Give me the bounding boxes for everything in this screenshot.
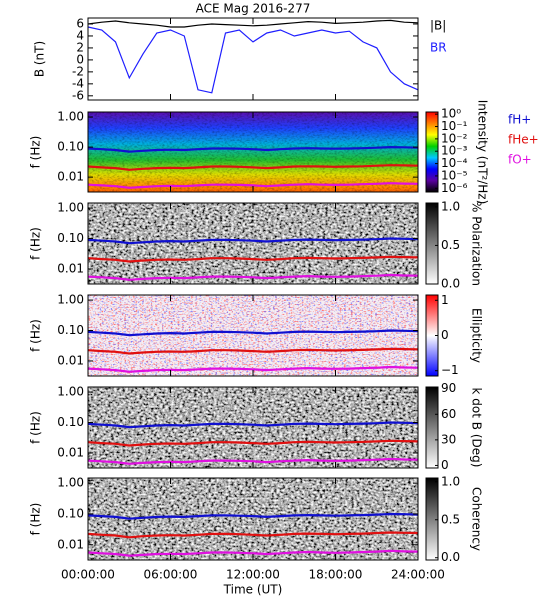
series-line: [87, 19, 419, 28]
x-tick-label: 00:00:00: [61, 568, 115, 582]
x-axis-label: Time (UT): [223, 583, 283, 597]
spectrogram-image: [88, 203, 418, 284]
legend-entry: BR: [430, 41, 447, 55]
colorbar-tick-label: 30: [441, 432, 456, 446]
y-axis-label: B (nT): [33, 41, 47, 77]
series-line: [87, 365, 419, 373]
series-line: [87, 255, 419, 263]
colorbar-tick-label: 0.0: [441, 550, 460, 564]
colorbar: [425, 386, 439, 469]
colorbar-tick-label: 60: [441, 407, 456, 421]
y-axis-label: f (Hz): [29, 227, 43, 260]
y-tick-label: 4: [76, 28, 84, 42]
colorbar-tick-label: 0.5: [441, 238, 460, 252]
colorbar-tick-label: 90: [441, 381, 456, 395]
spectrogram-image: [88, 387, 418, 468]
x-tick-label: 06:00:00: [144, 568, 198, 582]
colorbar-tick-label: 1.0: [441, 474, 460, 488]
colorbar: [425, 477, 439, 561]
colorbar-tick-label: 0: [441, 458, 449, 472]
panel: 1.00 0.10 0.01 f (Hz) 1 0 −1 Ellipticity: [29, 293, 484, 378]
y-tick-label: 0: [76, 52, 84, 66]
series-line: [87, 531, 419, 539]
panel: 1.00 0.10 0.01 f (Hz) 00:00:00 06:00:00 12:00:…: [29, 474, 484, 596]
panel: 1.00 0.10 0.01 f (Hz) 90 60 30 0 k dot B (Deg): [29, 381, 484, 472]
legend-entry: fO+: [508, 153, 532, 167]
y-tick-label: 0.01: [57, 353, 84, 367]
colorbar-tick-label: 1.0: [441, 199, 460, 213]
panel: 1.00 0.10 0.01 f (Hz) 1.0 0.5 0.0 % Polarizatio…: [29, 199, 484, 290]
y-axis-label: f (Hz): [29, 319, 43, 352]
colorbar-label: Coherency: [470, 487, 484, 551]
colorbar-label: % Polarization: [470, 201, 484, 286]
colorbar-tick-label: 10⁻²: [441, 131, 468, 145]
x-tick-label: 24:00:00: [391, 568, 445, 582]
y-tick-label: 0.10: [57, 506, 84, 520]
series-line: [87, 421, 419, 429]
series-line: [87, 549, 419, 557]
y-tick-label: 0.01: [57, 537, 84, 551]
colorbar-label: Ellipticity: [470, 308, 484, 363]
colorbar-tick-label: 10⁻³: [441, 144, 468, 158]
legend-entry: |B|: [430, 19, 446, 33]
plot-frame: [87, 17, 419, 101]
colorbar-tick-label: 0.0: [441, 277, 460, 291]
colorbar-tick-label: 10⁻¹: [441, 119, 468, 133]
y-tick-label: 0.01: [57, 261, 84, 275]
series-line: [87, 145, 419, 153]
series-line: [87, 439, 419, 447]
x-tick-label: 12:00:00: [226, 568, 280, 582]
y-axis-label: f (Hz): [29, 411, 43, 444]
series-line: [87, 457, 419, 465]
series-line: [87, 182, 419, 189]
y-tick-label: 0.01: [57, 445, 84, 459]
legend-entry: fH+: [508, 113, 531, 127]
colorbar-label: Intensity (nT²/Hz): [476, 100, 490, 205]
title: ACE Mag 2016-277: [196, 2, 311, 16]
y-tick-label: 0.10: [57, 231, 84, 245]
y-tick-label: 2: [76, 40, 84, 54]
y-axis-label: f (Hz): [29, 136, 43, 169]
series-line: [87, 512, 419, 520]
spectrogram-texture: [88, 112, 418, 192]
series-line: [87, 273, 419, 281]
colorbar: [425, 111, 439, 193]
y-tick-label: 1.00: [57, 293, 84, 307]
colorbar-tick-label: 10⁰: [441, 107, 461, 121]
y-tick-label: 6: [76, 16, 84, 30]
legend-entry: fHe+: [508, 133, 539, 147]
colorbar-label: k dot B (Deg): [470, 388, 484, 468]
colorbar-tick-label: 10⁻⁴: [441, 156, 468, 170]
y-tick-label: 0.10: [57, 415, 84, 429]
y-tick-label: 0.10: [57, 140, 84, 154]
colorbar-tick-label: 10⁻⁵: [441, 168, 468, 182]
series-line: [87, 329, 419, 337]
series-line: [87, 164, 419, 171]
colorbar-tick-label: 10⁻⁶: [441, 181, 468, 195]
y-tick-label: -4: [72, 76, 84, 90]
y-tick-label: 0.10: [57, 323, 84, 337]
x-tick-label: 18:00:00: [309, 568, 363, 582]
panel: 1.000.100.01f (Hz)fH+fHe+fO+10⁰10⁻¹10⁻²1…: [29, 100, 539, 205]
y-tick-label: 0.01: [57, 170, 84, 184]
colorbar-tick-label: 1: [441, 293, 449, 307]
y-tick-label: 1.00: [57, 385, 84, 399]
y-axis-label: f (Hz): [29, 503, 43, 536]
colorbar-tick-label: 0: [441, 328, 449, 342]
y-tick-label: -6: [72, 88, 84, 102]
series-line: [87, 26, 419, 94]
y-tick-label: 1.00: [57, 476, 84, 490]
colorbar: [425, 202, 439, 285]
series-line: [87, 237, 419, 245]
colorbar-tick-label: 0.5: [441, 512, 460, 526]
y-tick-label: -2: [72, 64, 84, 78]
colorbar-tick-label: −1: [441, 363, 459, 377]
y-tick-label: 1.00: [57, 110, 84, 124]
series-line: [87, 347, 419, 355]
spectrogram-image: [88, 478, 418, 560]
y-tick-label: 1.00: [57, 201, 84, 215]
spectrogram-blue: [88, 295, 418, 376]
